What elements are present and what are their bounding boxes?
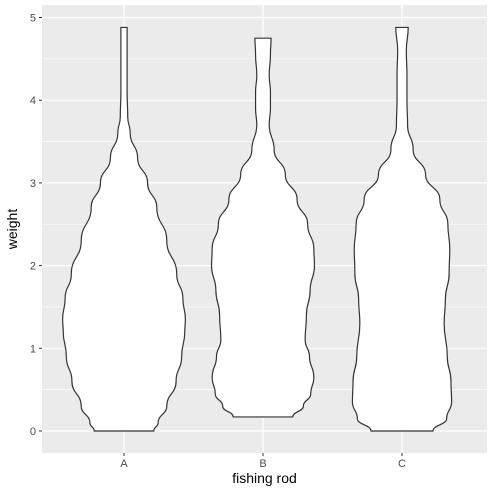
x-tick-label: B	[259, 458, 266, 470]
violin-C	[351, 26, 453, 432]
x-tick-label: A	[120, 458, 128, 470]
y-tick-label: 1	[30, 343, 36, 355]
y-axis: 0 1 2 3 4 5	[30, 13, 42, 438]
x-tick-label: C	[398, 458, 406, 470]
y-tick-label: 3	[30, 178, 36, 190]
y-tick-label: 2	[30, 261, 36, 273]
y-tick-label: 0	[30, 426, 36, 438]
y-tick-label: 4	[30, 95, 36, 107]
violins	[62, 26, 453, 432]
x-axis-title: fishing rod	[232, 470, 297, 486]
y-axis-title: weight	[4, 209, 20, 251]
x-axis: A B C	[120, 453, 406, 470]
violin-B	[210, 37, 316, 418]
violin-A	[62, 26, 186, 432]
y-tick-label: 5	[30, 13, 36, 25]
